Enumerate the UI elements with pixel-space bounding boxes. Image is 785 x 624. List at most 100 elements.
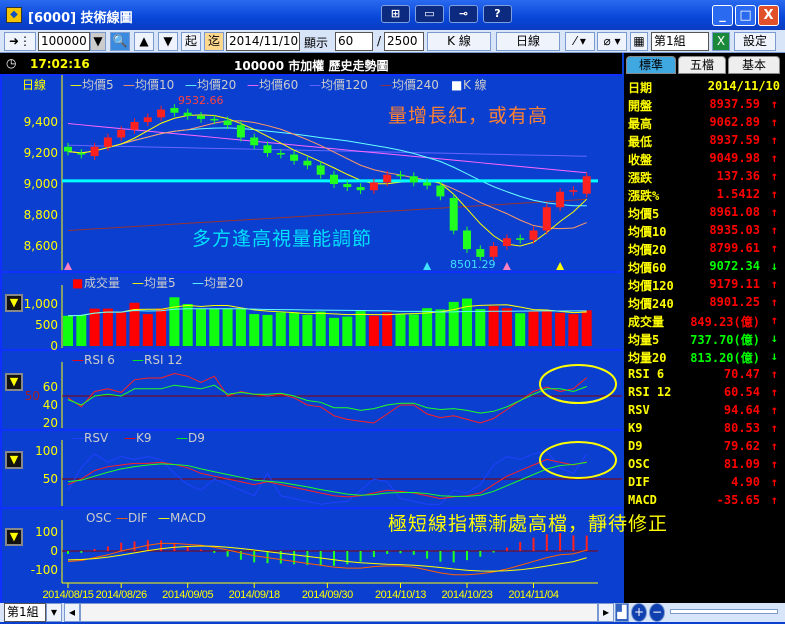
- quote-label: 最高: [628, 117, 653, 131]
- volume-bar: [76, 314, 87, 346]
- volume-bar: [116, 312, 127, 346]
- search-icon[interactable]: 🔍: [110, 32, 130, 51]
- x-tick-label: 2014/09/05: [162, 589, 213, 601]
- low-label: 8501.29: [450, 258, 496, 271]
- note-reduce: 多方逢高視量能調節: [192, 228, 373, 250]
- x-tick-label: 2014/08/26: [96, 589, 147, 601]
- quote-value: 9049.98: [709, 151, 760, 165]
- up-button[interactable]: ▲: [134, 32, 154, 51]
- volume-bar: [289, 312, 300, 346]
- volume-panel-menu[interactable]: ▼: [5, 294, 23, 312]
- start-button[interactable]: 起: [181, 32, 201, 51]
- scroll-left-button[interactable]: ◂: [64, 603, 80, 622]
- group-select[interactable]: 第1組: [651, 32, 709, 51]
- quote-label: 最低: [628, 135, 653, 149]
- down-button[interactable]: ▼: [158, 32, 178, 51]
- minimize-button[interactable]: _: [712, 5, 733, 26]
- draw-line-icon[interactable]: ⁄ ▾: [565, 32, 595, 51]
- legend-swatch: —: [70, 78, 82, 92]
- volume-legend: 成交量: [84, 275, 120, 290]
- macd-panel-menu[interactable]: ▼: [5, 528, 23, 546]
- period-dropdown[interactable]: 日線: [496, 32, 560, 51]
- symbol-input[interactable]: 100000: [38, 32, 90, 51]
- arrow-icon[interactable]: ➜⋮: [4, 32, 36, 51]
- symbol-dropdown-icon[interactable]: ▼: [90, 32, 106, 51]
- close-button[interactable]: X: [758, 5, 779, 26]
- eraser-icon[interactable]: ⌀ ▾: [597, 32, 627, 51]
- volume-bar: [142, 314, 153, 346]
- group-dropdown-icon[interactable]: ▾: [46, 603, 62, 622]
- volume-bar: [355, 311, 366, 346]
- arrow-up-icon: ↑: [770, 457, 778, 471]
- maximize-button[interactable]: □: [735, 5, 756, 26]
- zoom-slider[interactable]: [670, 609, 778, 614]
- end-button[interactable]: 迄: [204, 32, 224, 51]
- scroll-right-button[interactable]: ▸: [598, 603, 614, 622]
- arrow-up-icon: ↑: [770, 313, 778, 327]
- quote-row: 最高 9062.89 ↑: [628, 115, 780, 133]
- signal-marker: [64, 262, 72, 270]
- arrow-up-icon: ↑: [770, 97, 778, 111]
- link-button[interactable]: ⊸: [449, 5, 478, 23]
- horizontal-scrollbar[interactable]: [80, 603, 598, 622]
- quote-row: 均價5 8961.08 ↑: [628, 205, 780, 223]
- legend-swatch: —: [158, 511, 170, 525]
- quote-row: 收盤 9049.98 ↑: [628, 151, 780, 169]
- quote-row: 日期 2014/11/10: [628, 79, 780, 97]
- total-input[interactable]: 2500: [384, 32, 424, 51]
- ma240-line: [67, 198, 587, 231]
- signal-marker: [423, 262, 432, 270]
- legend-item: 均價120: [321, 78, 368, 92]
- candle-body: [197, 115, 205, 119]
- arrow-up-icon: ↑: [770, 421, 778, 435]
- color-icon[interactable]: ▦: [630, 32, 648, 51]
- candle-body: [396, 174, 405, 177]
- rsi-panel-menu[interactable]: ▼: [5, 373, 23, 391]
- tab-five-level[interactable]: 五檔: [678, 56, 726, 74]
- x-tick-label: 2014/09/18: [229, 589, 280, 601]
- macd-tick: 100: [35, 525, 58, 539]
- chart-icon[interactable]: ▟: [615, 603, 629, 622]
- quote-label: RSV: [628, 403, 650, 417]
- show-count-input[interactable]: 60: [335, 32, 373, 51]
- kd-panel-menu[interactable]: ▼: [5, 451, 23, 469]
- volume-legend: 均量20: [204, 276, 243, 290]
- window-button[interactable]: ▭: [415, 5, 444, 23]
- candle-body: [130, 122, 139, 130]
- tab-basic[interactable]: 基本: [728, 56, 780, 74]
- volume-bar: [382, 312, 393, 346]
- macd-legend: OSC: [86, 511, 111, 525]
- layout-button[interactable]: ⊞: [381, 5, 410, 23]
- date-input[interactable]: 2014/11/10: [226, 32, 300, 51]
- candle-body: [157, 109, 166, 118]
- toolbar: ➜⋮ 100000 ▼ 🔍 ▲ ▼ 起 迄 2014/11/10 顯示 60 /…: [0, 30, 785, 53]
- kd-legend: RSV: [84, 431, 109, 445]
- volume-bar: [488, 306, 499, 346]
- rsi-tick: 20: [43, 416, 58, 430]
- candle-body: [529, 230, 538, 240]
- volume-bar: [102, 308, 113, 346]
- zoom-out-icon[interactable]: −: [649, 603, 665, 622]
- legend-item: 均價60: [259, 78, 298, 92]
- x-tick-label: 2014/11/04: [508, 589, 559, 601]
- quote-value: 60.54: [723, 385, 760, 399]
- group-select-bottom[interactable]: 第1組: [4, 603, 46, 622]
- volume-bar: [501, 308, 512, 346]
- legend-item: 均價240: [392, 78, 439, 92]
- ma60-line: [67, 123, 587, 174]
- rsi-tick: 40: [43, 398, 58, 412]
- candle-body: [290, 154, 299, 161]
- quote-row: 均價10 8935.03 ↑: [628, 223, 780, 241]
- arrow-up-icon: ↑: [770, 205, 778, 219]
- legend-swatch: ■: [451, 78, 462, 92]
- settings-button[interactable]: 設定: [734, 32, 776, 51]
- rsi-legend: RSI 6: [84, 353, 115, 367]
- volume-bar: [329, 317, 339, 346]
- excel-icon[interactable]: X: [712, 32, 730, 51]
- zoom-in-icon[interactable]: +: [631, 603, 647, 622]
- help-button[interactable]: ?: [483, 5, 512, 23]
- chart-type-dropdown[interactable]: K 線: [427, 32, 491, 51]
- tab-standard[interactable]: 標準: [626, 56, 676, 74]
- quote-value: 8901.25: [709, 295, 760, 309]
- info-row: ◷ 17:02:16 100000 市加權 歷史走勢圖: [0, 53, 622, 75]
